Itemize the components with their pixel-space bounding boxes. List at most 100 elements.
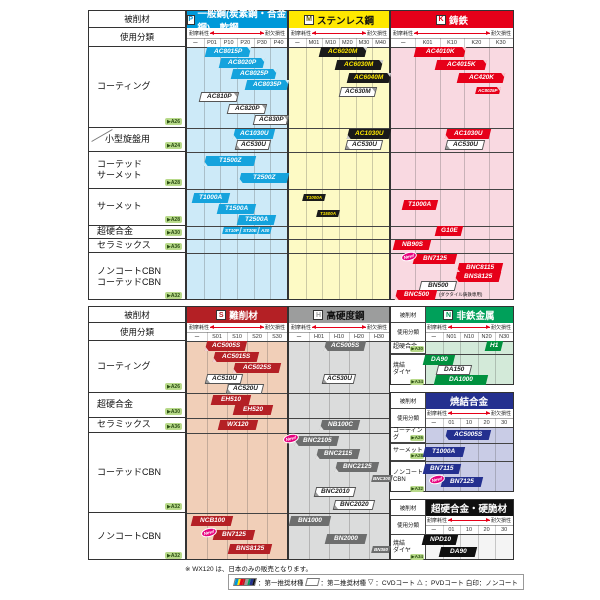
tick-top-line bbox=[425, 418, 513, 419]
grade-tag: BNC500 bbox=[394, 290, 438, 300]
scale-row: 耐摩耗性 耐欠損性 bbox=[187, 28, 287, 38]
pvd-coat-icon bbox=[394, 295, 400, 300]
toughness-label: 耐欠損性 bbox=[490, 411, 511, 417]
tick-label: P10 bbox=[223, 39, 234, 46]
toughness-label: 耐欠損性 bbox=[264, 325, 285, 331]
grade-tag: NB100C bbox=[319, 420, 361, 430]
grid-row-line bbox=[187, 418, 287, 419]
grid-row-line bbox=[289, 239, 389, 240]
tick-label: 30 bbox=[501, 526, 508, 533]
grade-tag-label: T1000A bbox=[305, 195, 322, 200]
grade-tag-label: NPD10 bbox=[429, 536, 451, 544]
section-title-text: 一般鋼(炭素鋼・合金鋼)、軟鋼 bbox=[197, 8, 287, 34]
grade-tag-label: AC6040M bbox=[354, 74, 384, 82]
section-title: S 難削材 bbox=[187, 307, 287, 323]
work-material-header: 被削材 bbox=[391, 500, 425, 516]
row-label-text: コーティング bbox=[97, 81, 151, 92]
tick-label: H20 bbox=[353, 333, 365, 340]
footnote: ※ WX120 は、日本のみの販売となります。 bbox=[185, 566, 313, 573]
grid-row-line bbox=[187, 253, 287, 254]
grade-tag: AC630M bbox=[338, 87, 378, 97]
arrow-left-icon bbox=[448, 411, 453, 415]
grade-tag: AC530U bbox=[344, 140, 384, 150]
grid-vline bbox=[253, 38, 255, 299]
grid-vline bbox=[270, 38, 272, 299]
section-title: K 鋳鉄 bbox=[391, 11, 513, 28]
usage-header: 使用分類 bbox=[396, 330, 419, 336]
grade-tag: BNC2010 bbox=[313, 487, 357, 497]
arrow-left-icon bbox=[448, 518, 453, 522]
row-label: ノンコートCBN ▶A32 bbox=[89, 513, 185, 561]
row-label: 超硬合金 ▶A30 bbox=[89, 393, 185, 418]
arrow-left-icon bbox=[210, 325, 215, 329]
scale-arrow bbox=[210, 325, 264, 329]
grid-vline bbox=[464, 38, 466, 299]
tick-top-line bbox=[289, 332, 389, 333]
arrow-right-icon bbox=[361, 325, 366, 329]
row-label: セラミックス ▶A36 bbox=[89, 239, 185, 253]
pvd-coat-icon bbox=[323, 346, 329, 351]
grade-tag-label: AC530U bbox=[240, 141, 266, 149]
grade-tag: AC520U bbox=[225, 384, 265, 394]
grade-tag-label: T1000A bbox=[408, 201, 432, 209]
grid-top-line bbox=[391, 534, 513, 535]
first-recommend-swatch bbox=[233, 578, 257, 586]
grid-row-line bbox=[187, 152, 287, 153]
page-ref-tag: ▶A24 bbox=[164, 142, 182, 149]
page-ref-tag: ▶A26 bbox=[410, 435, 424, 441]
pvd-coat-icon bbox=[319, 425, 325, 430]
row-label: コーテッド サーメット ▶A28 bbox=[89, 152, 185, 189]
grade-tag-label: BN7125 bbox=[423, 255, 447, 263]
pvd-coat-icon bbox=[444, 134, 450, 139]
grid-row-line bbox=[289, 152, 389, 153]
section-title-text: 鋳鉄 bbox=[448, 15, 468, 27]
pvd-coat-icon bbox=[346, 144, 352, 149]
grade-tag: AC4015K bbox=[434, 60, 488, 70]
grade-tag-label: AC5005S bbox=[211, 342, 241, 350]
page-ref-tag: ▶A26 bbox=[164, 383, 182, 390]
tick-label: N01 bbox=[446, 333, 457, 340]
row-label: 超硬合金 ▶A30 bbox=[89, 226, 185, 239]
tick-label: N20 bbox=[481, 333, 492, 340]
grade-tag-label: A30 bbox=[260, 228, 270, 233]
tick-label: K01 bbox=[422, 39, 433, 46]
grade-tag: AC6030M bbox=[334, 60, 384, 70]
arrow-left-icon bbox=[414, 30, 419, 35]
row-label: セラミックス ▶A36 bbox=[89, 418, 185, 433]
page-ref-tag: ▶A34 bbox=[410, 554, 424, 560]
grade-tag: BN7115 bbox=[422, 464, 462, 474]
page-ref-tag: ▶A28 bbox=[164, 216, 182, 223]
grade-tag-label: G10E bbox=[440, 227, 458, 235]
row-label: サーメット ▶A28 bbox=[89, 189, 185, 226]
tick-top-line bbox=[289, 38, 389, 39]
sub-label-col-line bbox=[425, 393, 426, 491]
grade-tag: BN7125 bbox=[412, 254, 458, 264]
grade-tag-label: AC8020P bbox=[227, 59, 257, 67]
arrow-right-icon bbox=[361, 30, 366, 35]
grade-tag: G10E bbox=[434, 226, 464, 236]
grade-tag-label: T2500A bbox=[244, 216, 269, 224]
grade-tag-label: AC4010K bbox=[425, 48, 455, 56]
grade-tag-label: AC1030U bbox=[354, 130, 384, 138]
pvd-coat-icon bbox=[203, 161, 209, 166]
row-label-text: ノンコートCBN コーテッドCBN bbox=[97, 265, 162, 287]
grid-vline bbox=[339, 38, 340, 299]
row-label: 超硬合金 ▶A30 bbox=[391, 341, 425, 354]
row-label: 焼結 ダイヤ ▶A34 bbox=[391, 354, 425, 386]
section-title: H 高硬度鋼 bbox=[289, 307, 389, 323]
grade-tag-label: DA150 bbox=[443, 366, 465, 374]
grade-tag-label: BNS8125 bbox=[235, 545, 265, 553]
grade-tag-label: AC8015P bbox=[213, 48, 243, 56]
grade-tag-label: T1000A bbox=[432, 448, 456, 456]
page-ref-tag: ▶A30 bbox=[164, 408, 182, 415]
grid-row-line bbox=[289, 226, 389, 227]
tick-label: 10 bbox=[465, 526, 473, 533]
work-material-header: 被削材 bbox=[391, 307, 425, 323]
row-label-text: コーティング bbox=[97, 360, 151, 371]
swatch-stripe bbox=[251, 579, 256, 586]
grid-row-line bbox=[187, 226, 287, 227]
legend: ：第一推奨材種 ：第二推奨材種 ▽ ：CVDコート △ ：PVDコート 白印：ノ… bbox=[228, 574, 524, 590]
grade-tag-label: AC530U bbox=[326, 375, 352, 383]
tick-label: ー bbox=[294, 40, 301, 47]
grade-tag-label: AC530U bbox=[351, 141, 377, 149]
